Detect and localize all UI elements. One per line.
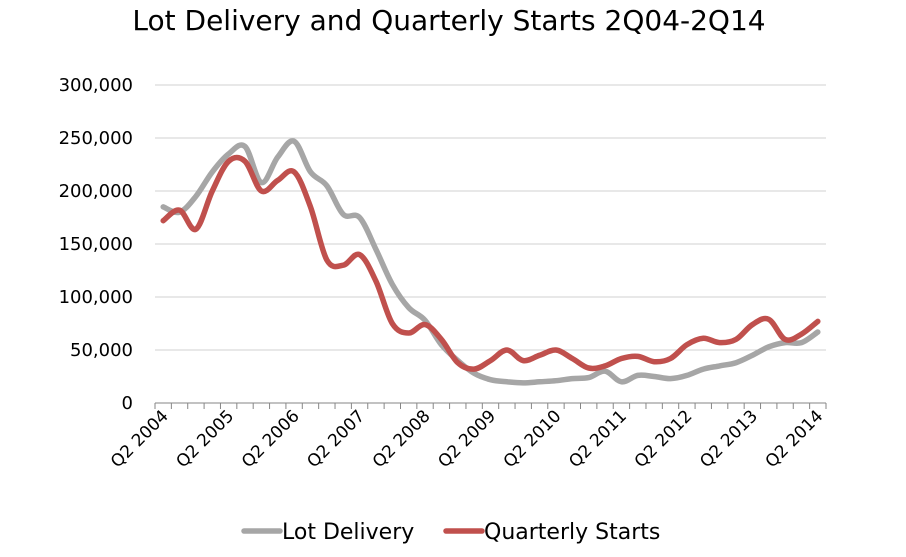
- x-tick-label: Q2 2004: [107, 406, 173, 472]
- x-tick-label: Q2 2012: [631, 406, 697, 472]
- y-tick-label: 150,000: [59, 234, 133, 255]
- x-tick-label: Q2 2007: [303, 406, 369, 472]
- x-tick-label: Q2 2013: [696, 406, 762, 472]
- y-tick-label: 250,000: [59, 128, 133, 149]
- legend: Lot Delivery Quarterly Starts: [241, 520, 660, 545]
- x-tick-label: Q2 2009: [434, 406, 500, 472]
- x-tick-label: Q2 2010: [500, 406, 566, 472]
- series-lines: [160, 138, 821, 386]
- gridlines: [155, 84, 826, 351]
- y-tick-label: 0: [122, 393, 133, 414]
- series-line-quarterly-starts: [160, 154, 821, 372]
- x-tick-label: Q2 2005: [173, 406, 239, 472]
- x-tick-label: Q2 2006: [238, 406, 304, 472]
- y-tick-label: 200,000: [59, 181, 133, 202]
- x-tick-label: Q2 2008: [369, 406, 435, 472]
- legend-label: Quarterly Starts: [484, 520, 660, 545]
- y-tick-label: 50,000: [70, 340, 133, 361]
- x-axis-tick-labels: Q2 2004 Q2 2005 Q2 2006 Q2 2007 Q2 2008 Q2 20…: [107, 406, 827, 472]
- y-tick-label: 100,000: [59, 287, 133, 308]
- chart-title: Lot Delivery and Quarterly Starts 2Q04-2…: [132, 4, 765, 37]
- series-line-lot-delivery: [160, 138, 821, 386]
- legend-item-lot-delivery: Lot Delivery: [241, 520, 414, 545]
- y-axis-tick-labels: 0 50,000 100,000 150,000 200,000 250,000 300,0…: [59, 75, 133, 414]
- x-axis: [154, 402, 827, 409]
- x-tick-label: Q2 2014: [762, 406, 828, 472]
- y-tick-label: 300,000: [59, 75, 133, 96]
- x-tick-label: Q2 2011: [565, 406, 631, 472]
- legend-label: Lot Delivery: [282, 520, 414, 545]
- legend-item-quarterly-starts: Quarterly Starts: [443, 520, 660, 545]
